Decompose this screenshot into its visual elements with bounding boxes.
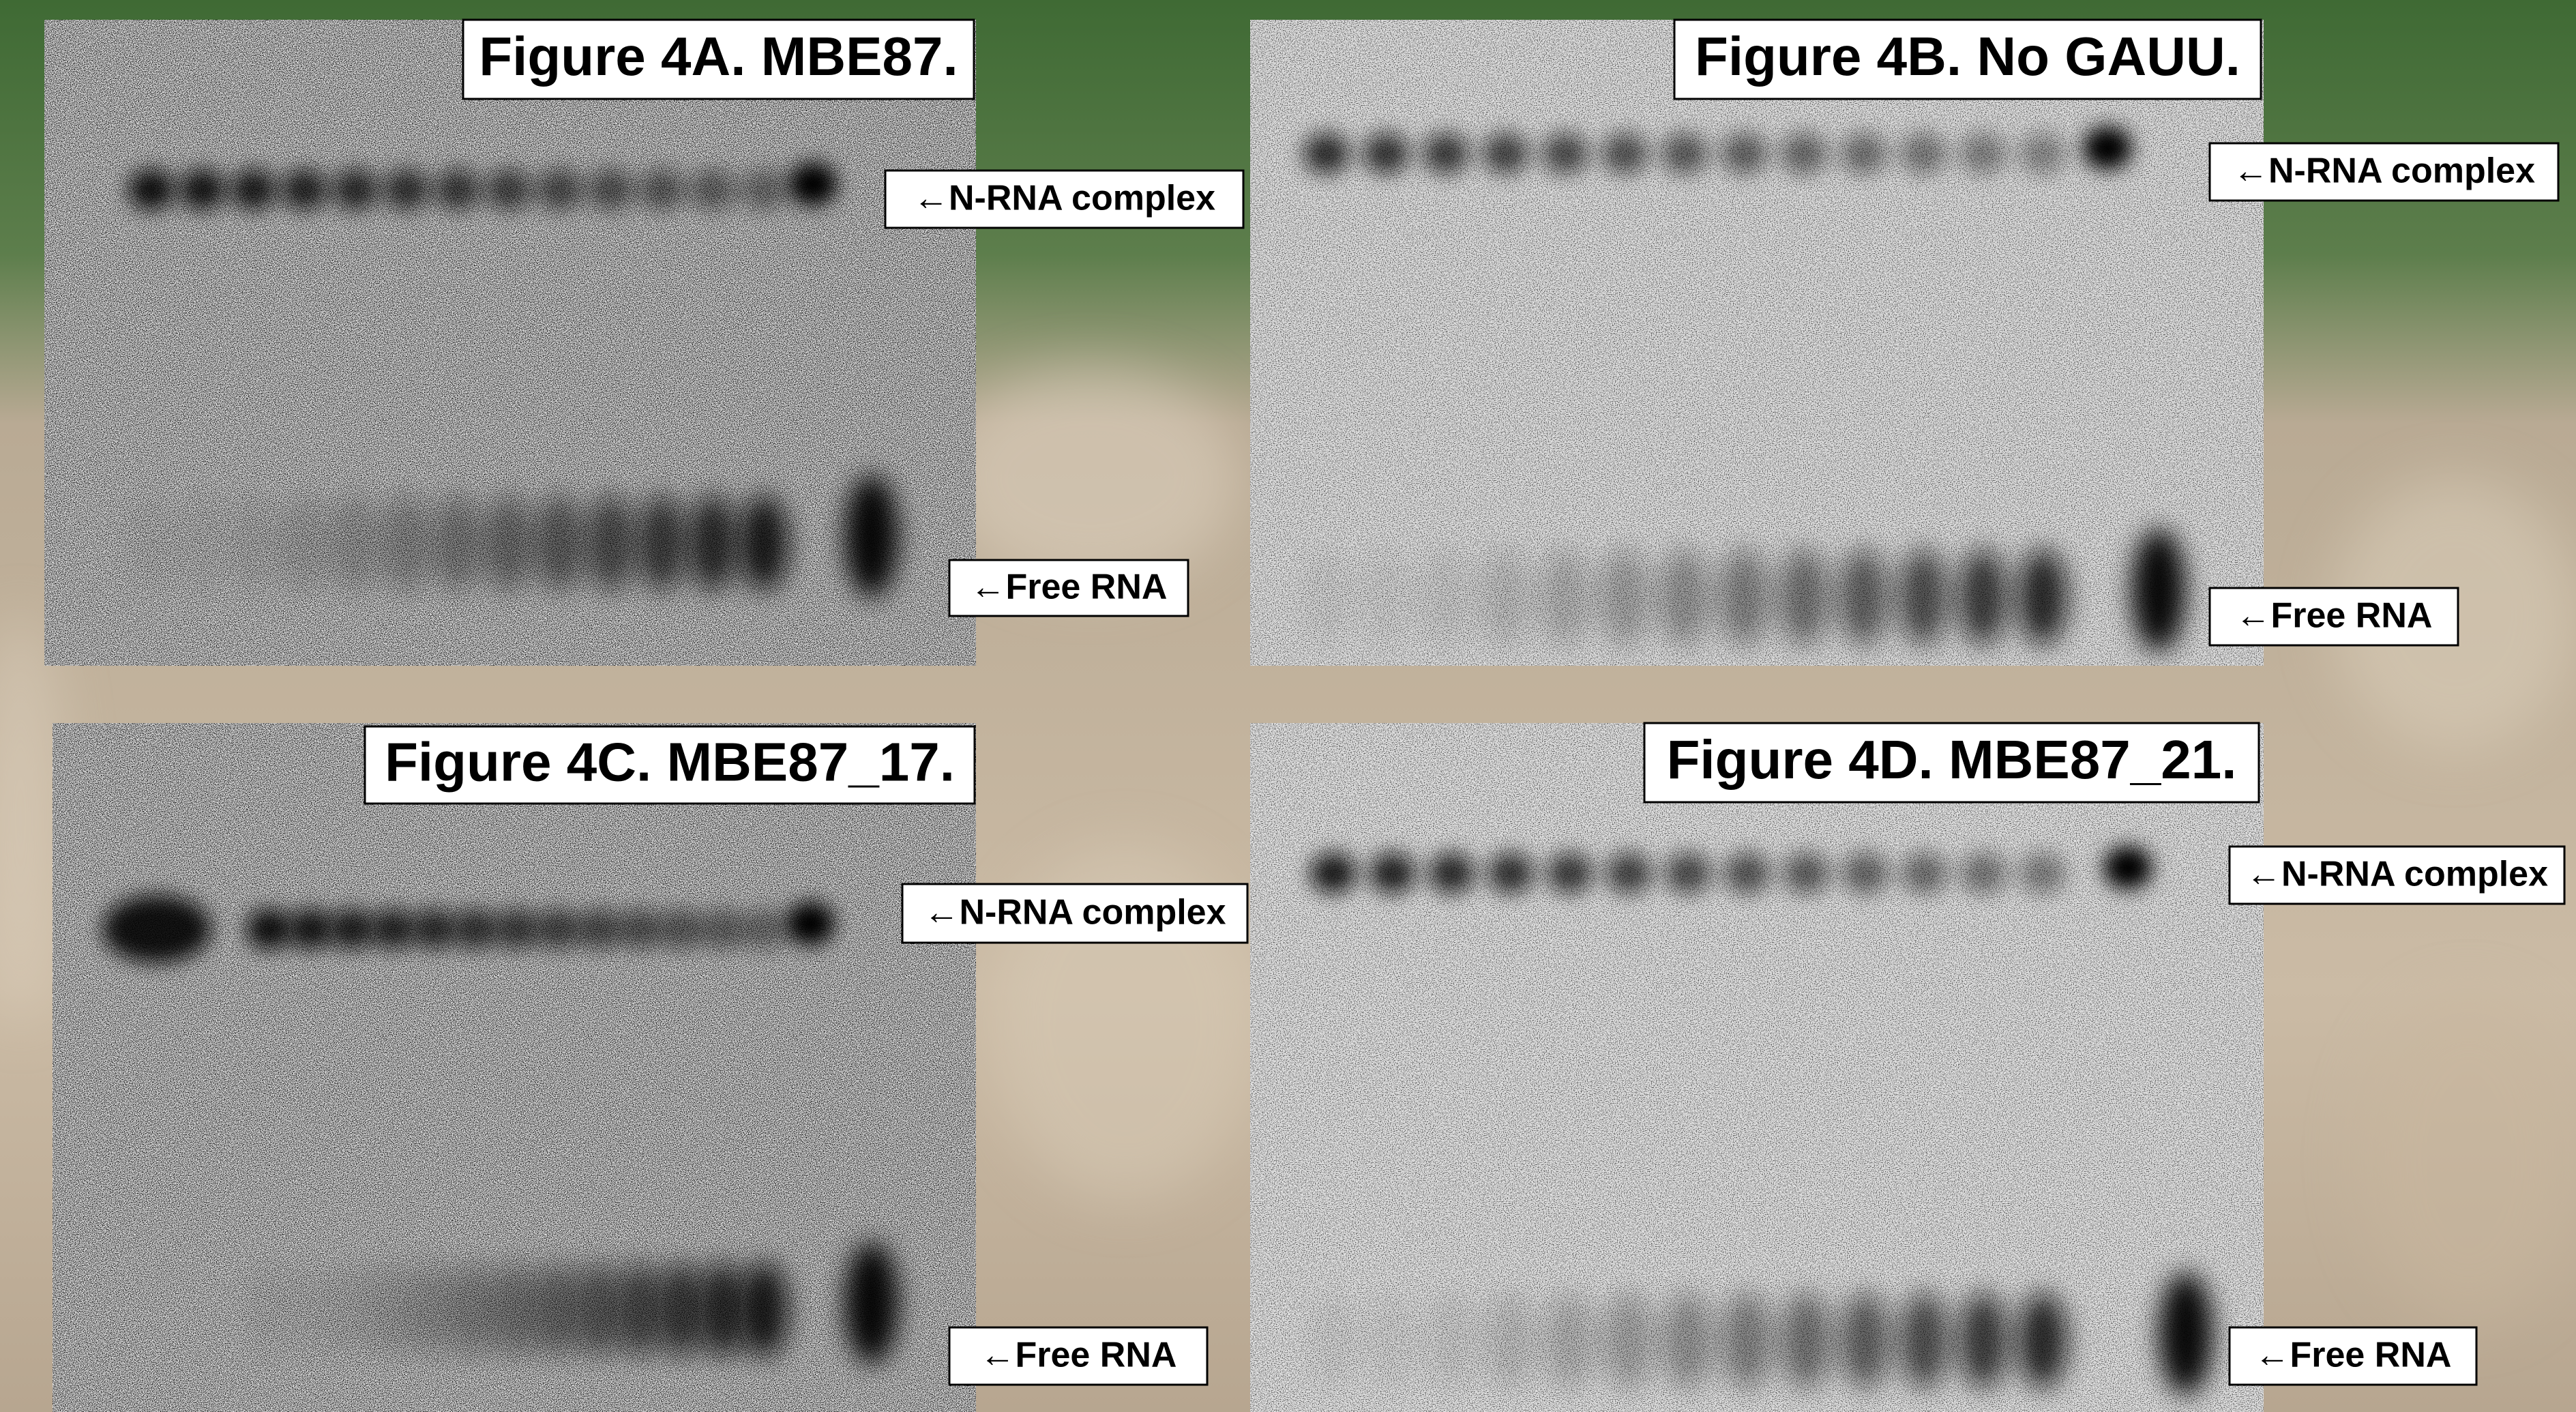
complex-label: ←N-RNA complex xyxy=(2233,151,2535,191)
panel-title-box xyxy=(1643,722,2260,804)
free-label: ←Free RNA xyxy=(2255,1336,2452,1375)
complex-label-box xyxy=(2208,142,2560,202)
free-label-box xyxy=(948,1326,1209,1386)
gel-panel xyxy=(1250,20,2264,666)
gel-grain xyxy=(1250,20,2264,666)
free-label-box xyxy=(2228,1326,2478,1386)
complex-label: ←N-RNA complex xyxy=(2246,855,2548,894)
gel-grain xyxy=(44,20,976,666)
free-label: ←Free RNA xyxy=(971,568,1168,607)
panel-title-box xyxy=(462,18,975,100)
gels xyxy=(44,20,2264,1412)
gel-panel xyxy=(53,723,976,1412)
complex-label: ←N-RNA complex xyxy=(923,893,1226,932)
panel-title-box xyxy=(1673,18,2262,100)
panel-title: Figure 4B. No GAUU. xyxy=(1695,26,2240,87)
free-label: ←Free RNA xyxy=(2236,596,2433,636)
gel-content xyxy=(44,20,976,666)
panel-title: Figure 4A. MBE87. xyxy=(479,26,958,87)
panel-title-box xyxy=(364,725,976,805)
gel-content xyxy=(1250,723,2264,1412)
gel-grain xyxy=(53,723,976,1412)
panel-title: Figure 4D. MBE87_21. xyxy=(1667,729,2237,790)
gel-panel xyxy=(1250,723,2264,1412)
gel-panel xyxy=(44,20,976,666)
panel-title: Figure 4C. MBE87_17. xyxy=(385,732,955,793)
free-label: ←Free RNA xyxy=(980,1336,1177,1375)
free-label-box xyxy=(2208,587,2459,647)
gel-content xyxy=(53,723,976,1412)
gel-content xyxy=(1250,20,2264,666)
complex-label-box xyxy=(901,883,1249,944)
complex-label: ←N-RNA complex xyxy=(913,179,1215,218)
free-label-box xyxy=(948,559,1189,617)
gel-grain xyxy=(1250,723,2264,1412)
labels: Figure 4A. MBE87. ←N-RNA complex ←Free RNA… xyxy=(364,18,2566,1386)
complex-label-box xyxy=(2228,845,2566,905)
complex-label-box xyxy=(884,169,1245,229)
